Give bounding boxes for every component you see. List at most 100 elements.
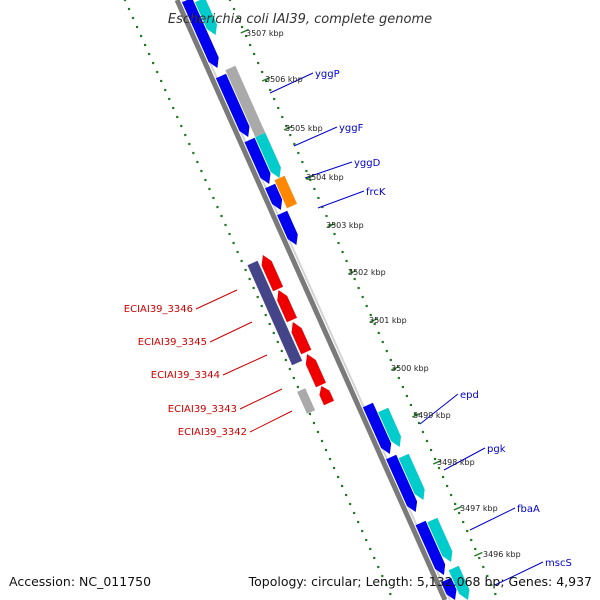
cds-forward-arrow: [415, 520, 446, 575]
track-dot: [369, 547, 372, 551]
track-dot: [176, 115, 179, 119]
track-dot: [228, 232, 231, 236]
cds-forward-arrow: [386, 454, 418, 512]
track-dot: [164, 88, 167, 92]
kbp-tick: [474, 551, 483, 557]
track-dot: [462, 520, 465, 524]
track-dot: [216, 205, 219, 209]
genome-info-text: Topology: circular; Length: 5,132,068 bp…: [248, 574, 592, 589]
cds-forward-arrow: [362, 402, 392, 454]
track-dot: [309, 178, 312, 182]
gene-label-forward[interactable]: yggD: [354, 158, 381, 169]
track-dot: [450, 493, 453, 497]
track-dot: [257, 61, 260, 65]
feature-blocks: [182, 0, 470, 600]
backbone: [174, 0, 451, 600]
track-dot: [340, 484, 344, 488]
track-dot: [277, 106, 280, 110]
track-dot: [458, 511, 461, 515]
gene-label-reverse[interactable]: ECIAI39_3346: [124, 304, 193, 315]
track-dot: [168, 97, 171, 101]
track-dot: [425, 439, 429, 443]
track-dot: [172, 106, 175, 110]
track-dot: [293, 142, 296, 146]
track-dot: [320, 439, 324, 443]
gene-label-forward[interactable]: pgk: [487, 444, 506, 455]
track-dot: [236, 16, 240, 20]
track-dot: [244, 268, 247, 272]
track-dot: [361, 529, 364, 533]
genome-title: Escherichia coli IAI39, complete genome: [168, 12, 432, 27]
track-dot: [312, 421, 316, 425]
cds-forward-arrow: [277, 210, 298, 245]
gene-label-reverse[interactable]: ECIAI39_3344: [151, 370, 220, 381]
track-dot: [156, 70, 159, 74]
track-dot: [296, 385, 299, 389]
track-dot: [494, 592, 497, 596]
track-dot: [466, 529, 469, 533]
track-dot: [160, 79, 163, 83]
track-dot: [127, 7, 131, 11]
gene-label-forward[interactable]: yggP: [315, 69, 340, 80]
cds-reverse-arrow: [277, 290, 297, 323]
gene-label-forward[interactable]: yggF: [339, 123, 364, 134]
gene-label-reverse[interactable]: ECIAI39_3343: [168, 404, 237, 415]
track-dot: [413, 412, 417, 416]
cds-forward-arrow: [265, 183, 283, 210]
leader-line: [195, 289, 238, 310]
track-dot: [135, 25, 139, 29]
track-dot: [365, 538, 368, 542]
track-dot: [288, 367, 291, 371]
track-dot: [389, 358, 392, 362]
gene-label-reverse[interactable]: ECIAI39_3342: [178, 427, 247, 438]
gene-label-forward[interactable]: epd: [460, 390, 479, 401]
cds-forward-arrow: [215, 73, 250, 137]
leader-line: [249, 410, 293, 433]
gene-label-forward[interactable]: fbaA: [517, 504, 540, 515]
track-dot: [123, 0, 127, 2]
track-dot: [244, 34, 248, 38]
cds-forward-arrow: [244, 137, 271, 184]
leader-line: [293, 126, 338, 147]
track-dot: [361, 295, 364, 299]
track-dot: [280, 349, 283, 353]
track-dot: [249, 43, 252, 47]
gene-label-forward[interactable]: mscS: [545, 558, 572, 569]
kbp-tick: [432, 459, 442, 465]
track-dot: [357, 520, 360, 524]
kbp-tick: [453, 505, 463, 511]
track-dot: [292, 376, 295, 380]
track-dot: [232, 241, 235, 245]
tick-label: 3505 kbp: [285, 124, 323, 133]
track-dot: [490, 583, 493, 587]
tick-label: 3499 kbp: [413, 411, 451, 420]
track-dot: [301, 160, 304, 164]
track-dot: [144, 43, 147, 47]
gene-label-reverse[interactable]: ECIAI39_3345: [138, 337, 207, 348]
track-dot: [429, 448, 433, 452]
track-dot: [445, 484, 449, 488]
track-dot: [284, 358, 287, 362]
track-dot: [265, 79, 268, 83]
track-dot: [285, 124, 288, 128]
track-dot: [236, 250, 239, 254]
kbp-tick: [369, 317, 379, 323]
track-dot: [349, 502, 352, 506]
gene-label-forward[interactable]: frcK: [366, 187, 386, 198]
cds-reverse-arrow: [319, 386, 334, 406]
track-dot: [486, 574, 489, 578]
tick-label: 3506 kbp: [265, 75, 303, 84]
label-leaders: [195, 72, 544, 586]
track-dot: [474, 547, 477, 551]
dotted-track-inner: [123, 0, 392, 596]
track-dot: [200, 169, 203, 173]
leader-line: [494, 561, 544, 586]
leader-line: [419, 393, 459, 425]
leader-line: [209, 321, 253, 343]
track-dot: [409, 403, 413, 407]
tick-label: 3504 kbp: [306, 173, 344, 182]
track-dot: [389, 592, 392, 596]
dotted-track-outer: [228, 0, 497, 596]
kbp-tick: [390, 365, 400, 371]
track-dot: [131, 16, 135, 20]
